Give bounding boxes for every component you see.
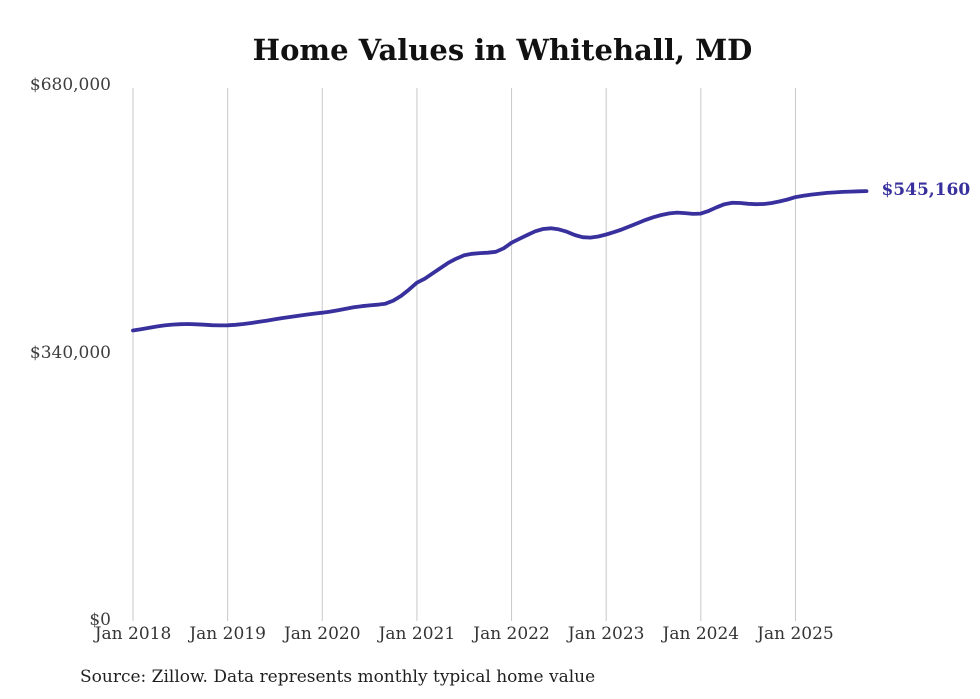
y-axis-tick-label: $680,000 <box>29 75 111 95</box>
x-axis-tick-label: Jan 2021 <box>378 624 456 644</box>
x-axis-tick-label: Jan 2019 <box>189 624 266 644</box>
latest-value-label: $545,160 <box>881 180 971 201</box>
y-axis-tick-label: $340,000 <box>29 342 111 363</box>
y-axis-tick-label: $0 <box>89 610 111 630</box>
year-gridlines <box>132 88 796 621</box>
x-axis-tick-label: Jan 2025 <box>757 624 834 644</box>
x-axis-tick-label: Jan 2024 <box>662 624 740 644</box>
source-note: Source: Zillow. Data represents monthly … <box>80 667 596 687</box>
chart-title: Home Values in Whitehall, MD <box>252 33 753 67</box>
x-axis-tick-label: Jan 2018 <box>94 624 172 644</box>
x-axis-tick-label: Jan 2020 <box>283 624 361 644</box>
x-axis-tick-label: Jan 2023 <box>567 624 645 644</box>
x-axis-tick-label: Jan 2022 <box>473 624 550 644</box>
home-value-line-series <box>131 189 869 333</box>
